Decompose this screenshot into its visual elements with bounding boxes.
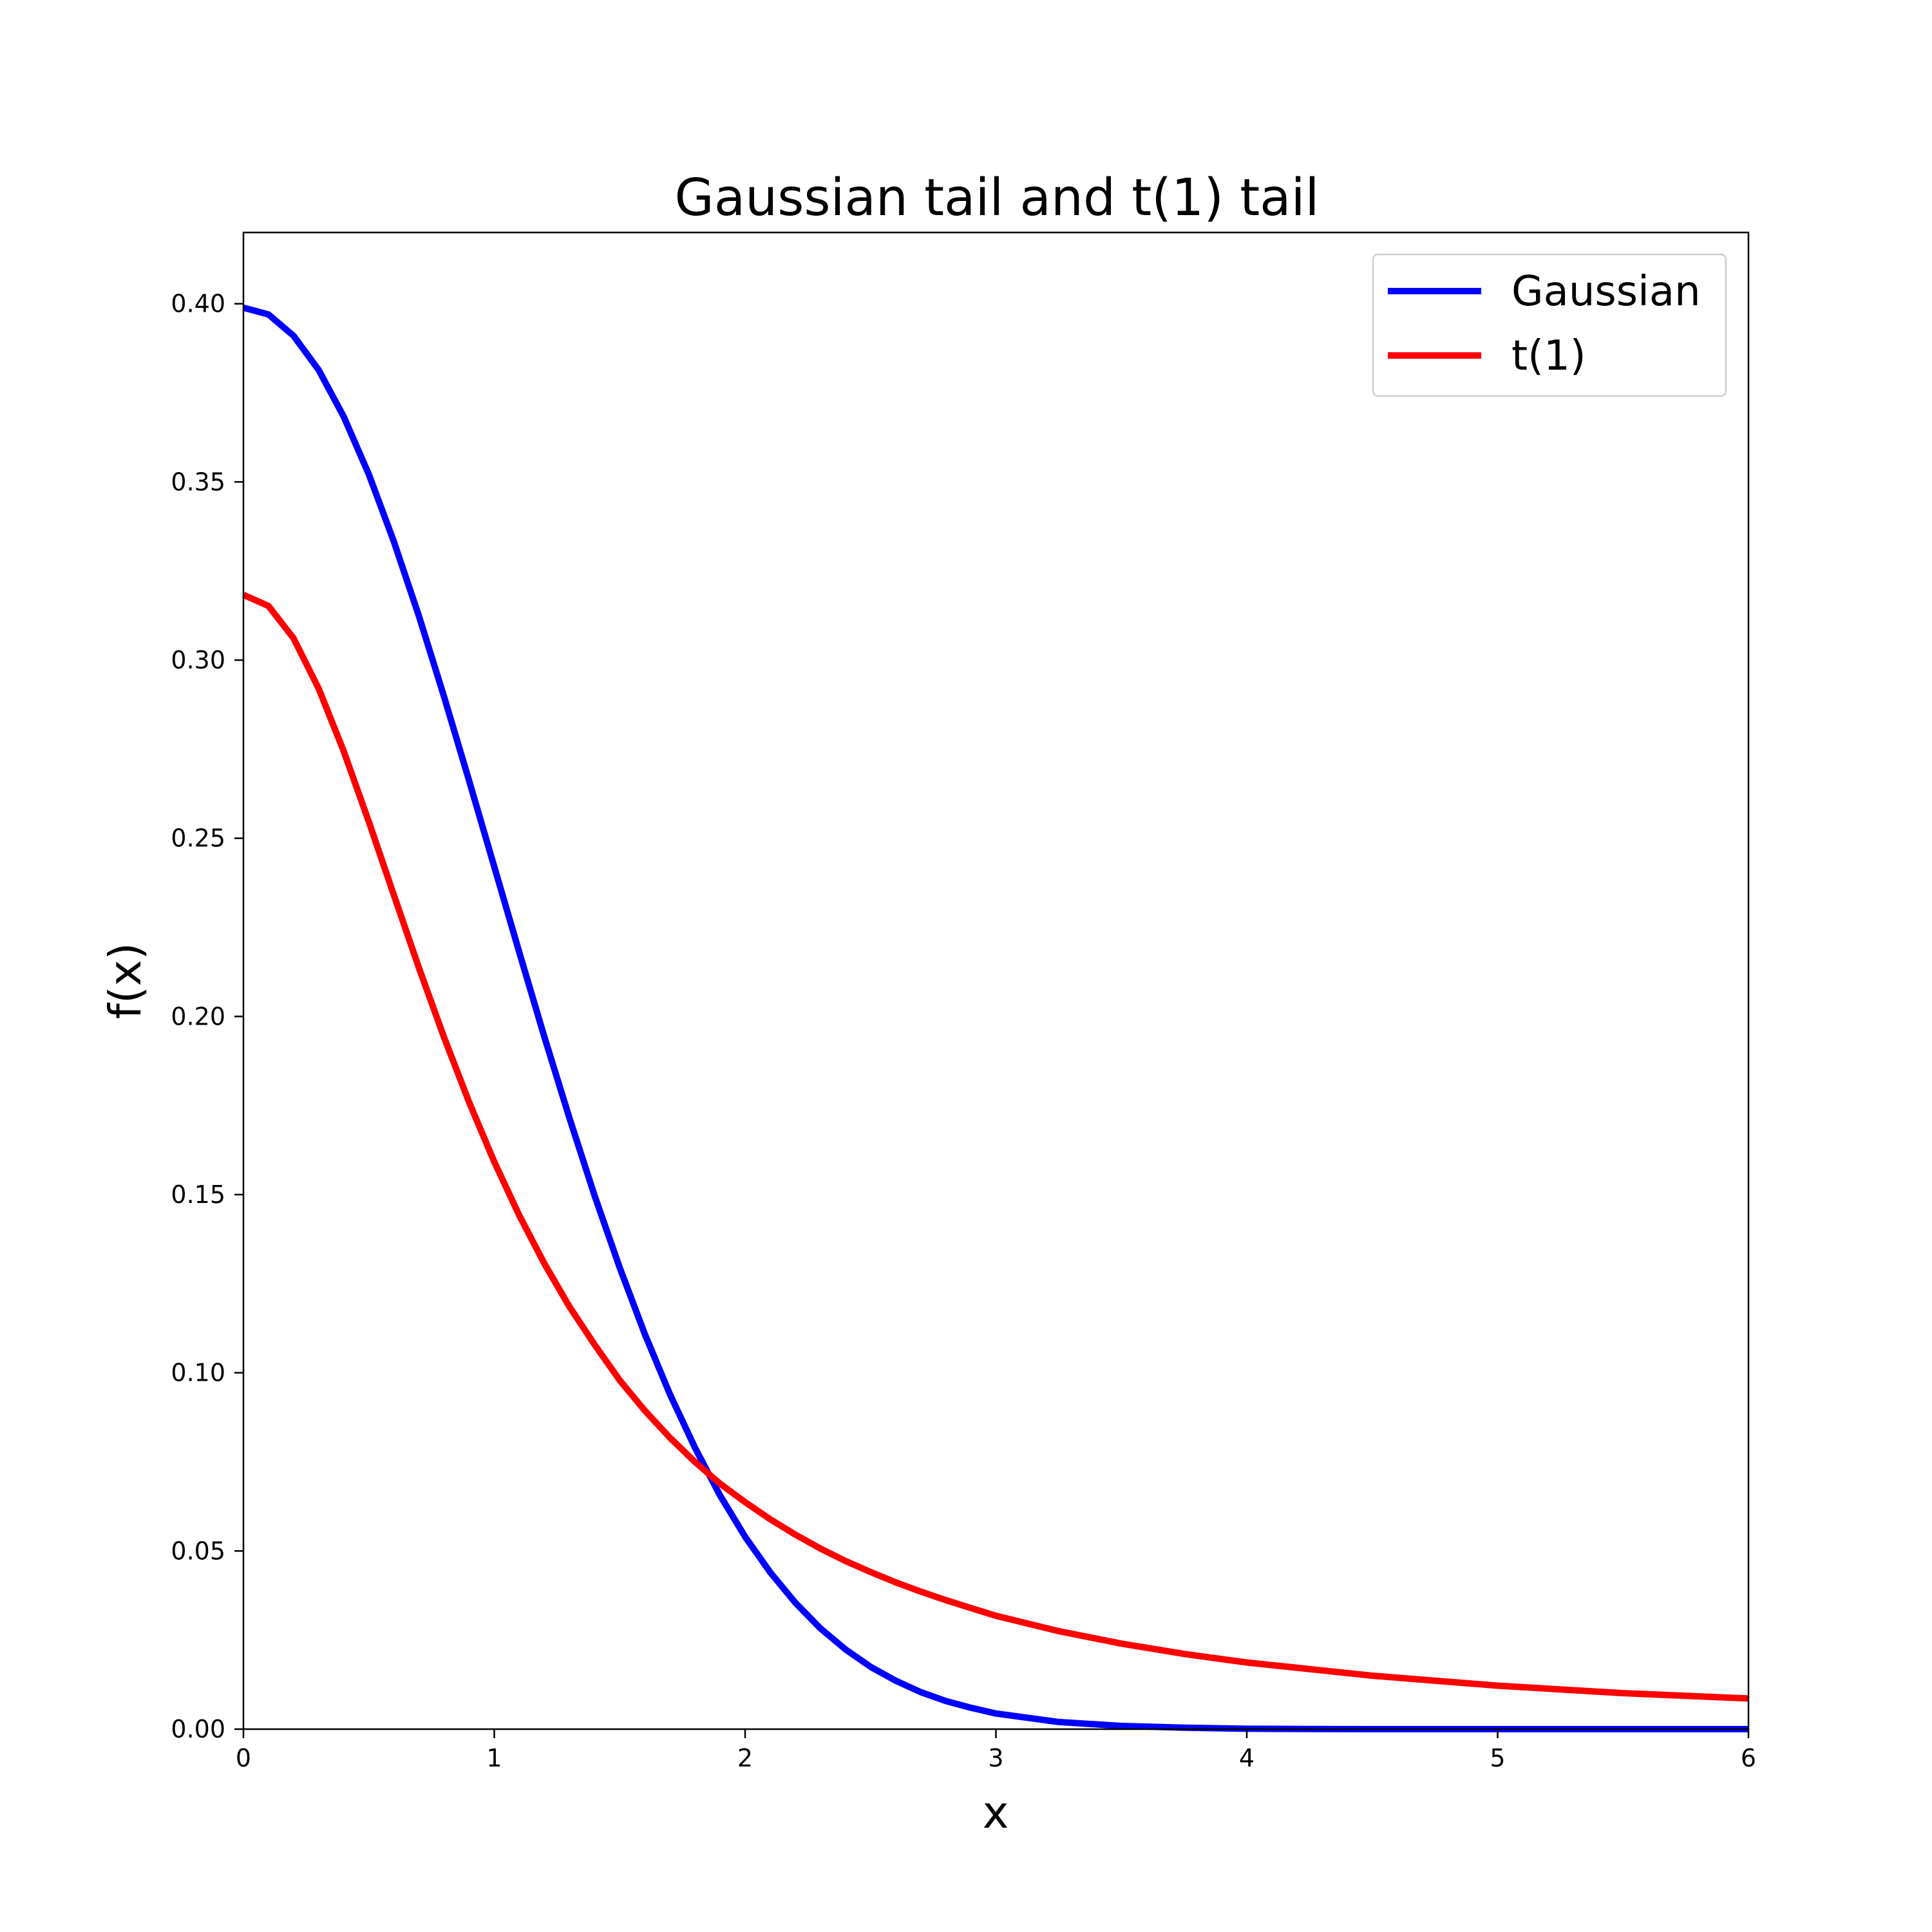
x-tick-label: 3 xyxy=(988,1744,1003,1772)
series-line-gaussian xyxy=(242,304,1748,1732)
legend-label-t1: t(1) xyxy=(1511,332,1586,380)
y-tick-label: 0.40 xyxy=(171,290,225,318)
y-tick-label: 0.25 xyxy=(171,824,225,853)
y-tick-label: 0.35 xyxy=(171,468,225,496)
x-tick-label: 0 xyxy=(236,1744,251,1772)
y-axis-ticks: 0.00 0.05 0.10 0.15 0.20 0.25 0.30 0.35 0.40 xyxy=(171,290,243,1743)
plot-lines xyxy=(242,304,1749,1732)
x-tick-label: 4 xyxy=(1239,1744,1255,1772)
x-axis-ticks: 0 1 2 3 4 5 6 xyxy=(236,1729,1756,1772)
y-tick-label: 0.00 xyxy=(171,1715,225,1743)
y-tick-label: 0.30 xyxy=(171,646,225,674)
y-tick-label: 0.20 xyxy=(171,1002,225,1030)
legend: Gaussian t(1) xyxy=(1372,253,1727,397)
y-tick-label: 0.10 xyxy=(171,1359,225,1387)
y-tick-label: 0.05 xyxy=(171,1537,225,1565)
legend-label-gaussian: Gaussian xyxy=(1511,268,1701,316)
series-line-t-1 xyxy=(242,592,1749,1702)
x-tick-label: 5 xyxy=(1490,1744,1505,1772)
x-tick-label: 6 xyxy=(1741,1744,1756,1772)
x-tick-label: 2 xyxy=(737,1744,753,1772)
x-axis-label: x xyxy=(983,1787,1009,1839)
x-tick-label: 1 xyxy=(486,1744,502,1772)
y-axis-label: f(x) xyxy=(100,943,151,1019)
y-tick-label: 0.15 xyxy=(171,1180,225,1209)
chart-title: Gaussian tail and t(1) tail xyxy=(675,168,1320,227)
